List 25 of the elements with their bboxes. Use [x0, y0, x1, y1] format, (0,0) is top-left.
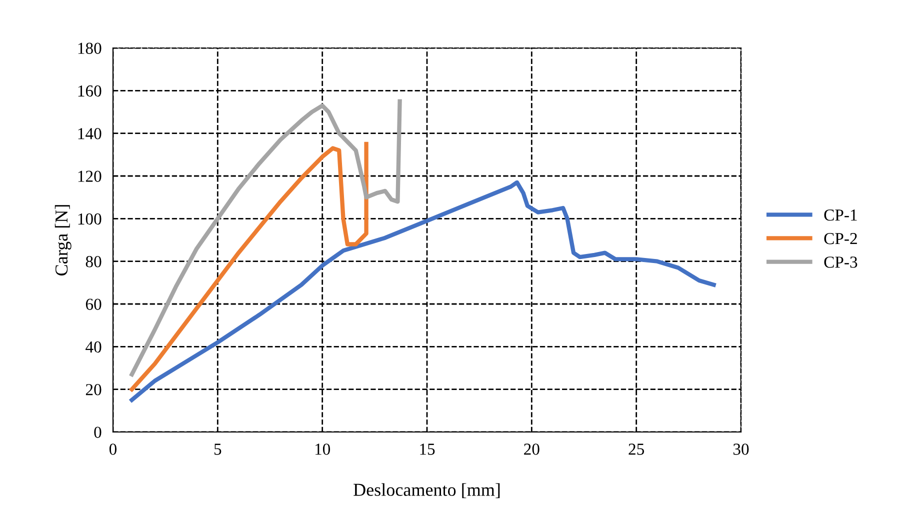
- line-series: [130, 180, 716, 402]
- y-tick-label: 120: [78, 170, 102, 182]
- y-axis-title: Carga [N]: [54, 205, 72, 276]
- y-tick-label: 0: [94, 426, 102, 438]
- x-tick-label: 5: [214, 444, 222, 455]
- line-series: [130, 99, 402, 376]
- y-tick-label: 40: [86, 341, 102, 353]
- y-tick-label: 100: [78, 213, 102, 225]
- x-tick-label: 25: [628, 444, 644, 455]
- y-tick-label: 160: [78, 85, 102, 97]
- legend-label: CP-3: [824, 256, 858, 268]
- line-series: [130, 142, 368, 392]
- y-tick-label: 180: [78, 42, 102, 54]
- x-tick-label: 20: [524, 444, 540, 455]
- x-axis-title: Deslocamento [mm]: [354, 483, 500, 498]
- x-tick-label: 0: [109, 444, 117, 455]
- y-tick-label: 140: [78, 128, 102, 140]
- x-tick-label: 30: [733, 444, 749, 455]
- y-tick-label: 60: [86, 298, 102, 310]
- y-tick-label: 80: [86, 256, 102, 268]
- legend-label: CP-1: [824, 209, 857, 221]
- x-tick-label: 15: [420, 444, 435, 455]
- legend-label: CP-2: [824, 233, 857, 244]
- y-tick-label: 20: [86, 384, 102, 396]
- x-tick-label: 10: [315, 444, 330, 455]
